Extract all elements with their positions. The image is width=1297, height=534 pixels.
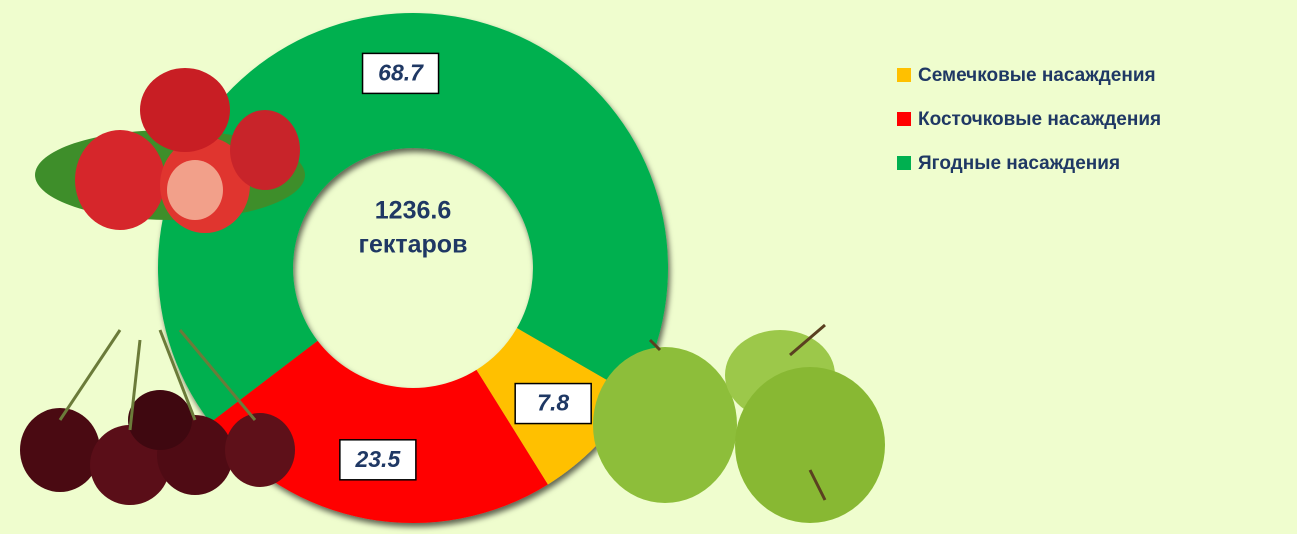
legend-label: Косточковые насаждения xyxy=(918,109,1161,130)
legend-swatch xyxy=(897,112,911,126)
legend-label: Ягодные насаждения xyxy=(918,153,1120,174)
legend-swatch xyxy=(897,156,911,170)
data-label: 68.7 xyxy=(378,59,424,85)
legend-label: Семечковые насаждения xyxy=(918,65,1156,86)
center-value: 1236.6 xyxy=(375,197,451,225)
page: 7.8 23.5 68.7 1236.6 гектаров Семечковые н… xyxy=(0,0,1297,534)
center-unit: гектаров xyxy=(359,231,468,259)
data-label: 7.8 xyxy=(537,390,569,416)
chart: 7.8 23.5 68.7 1236.6 гектаров Семечковые н… xyxy=(0,0,1297,534)
legend-swatch xyxy=(897,68,911,82)
data-label: 23.5 xyxy=(354,446,401,472)
